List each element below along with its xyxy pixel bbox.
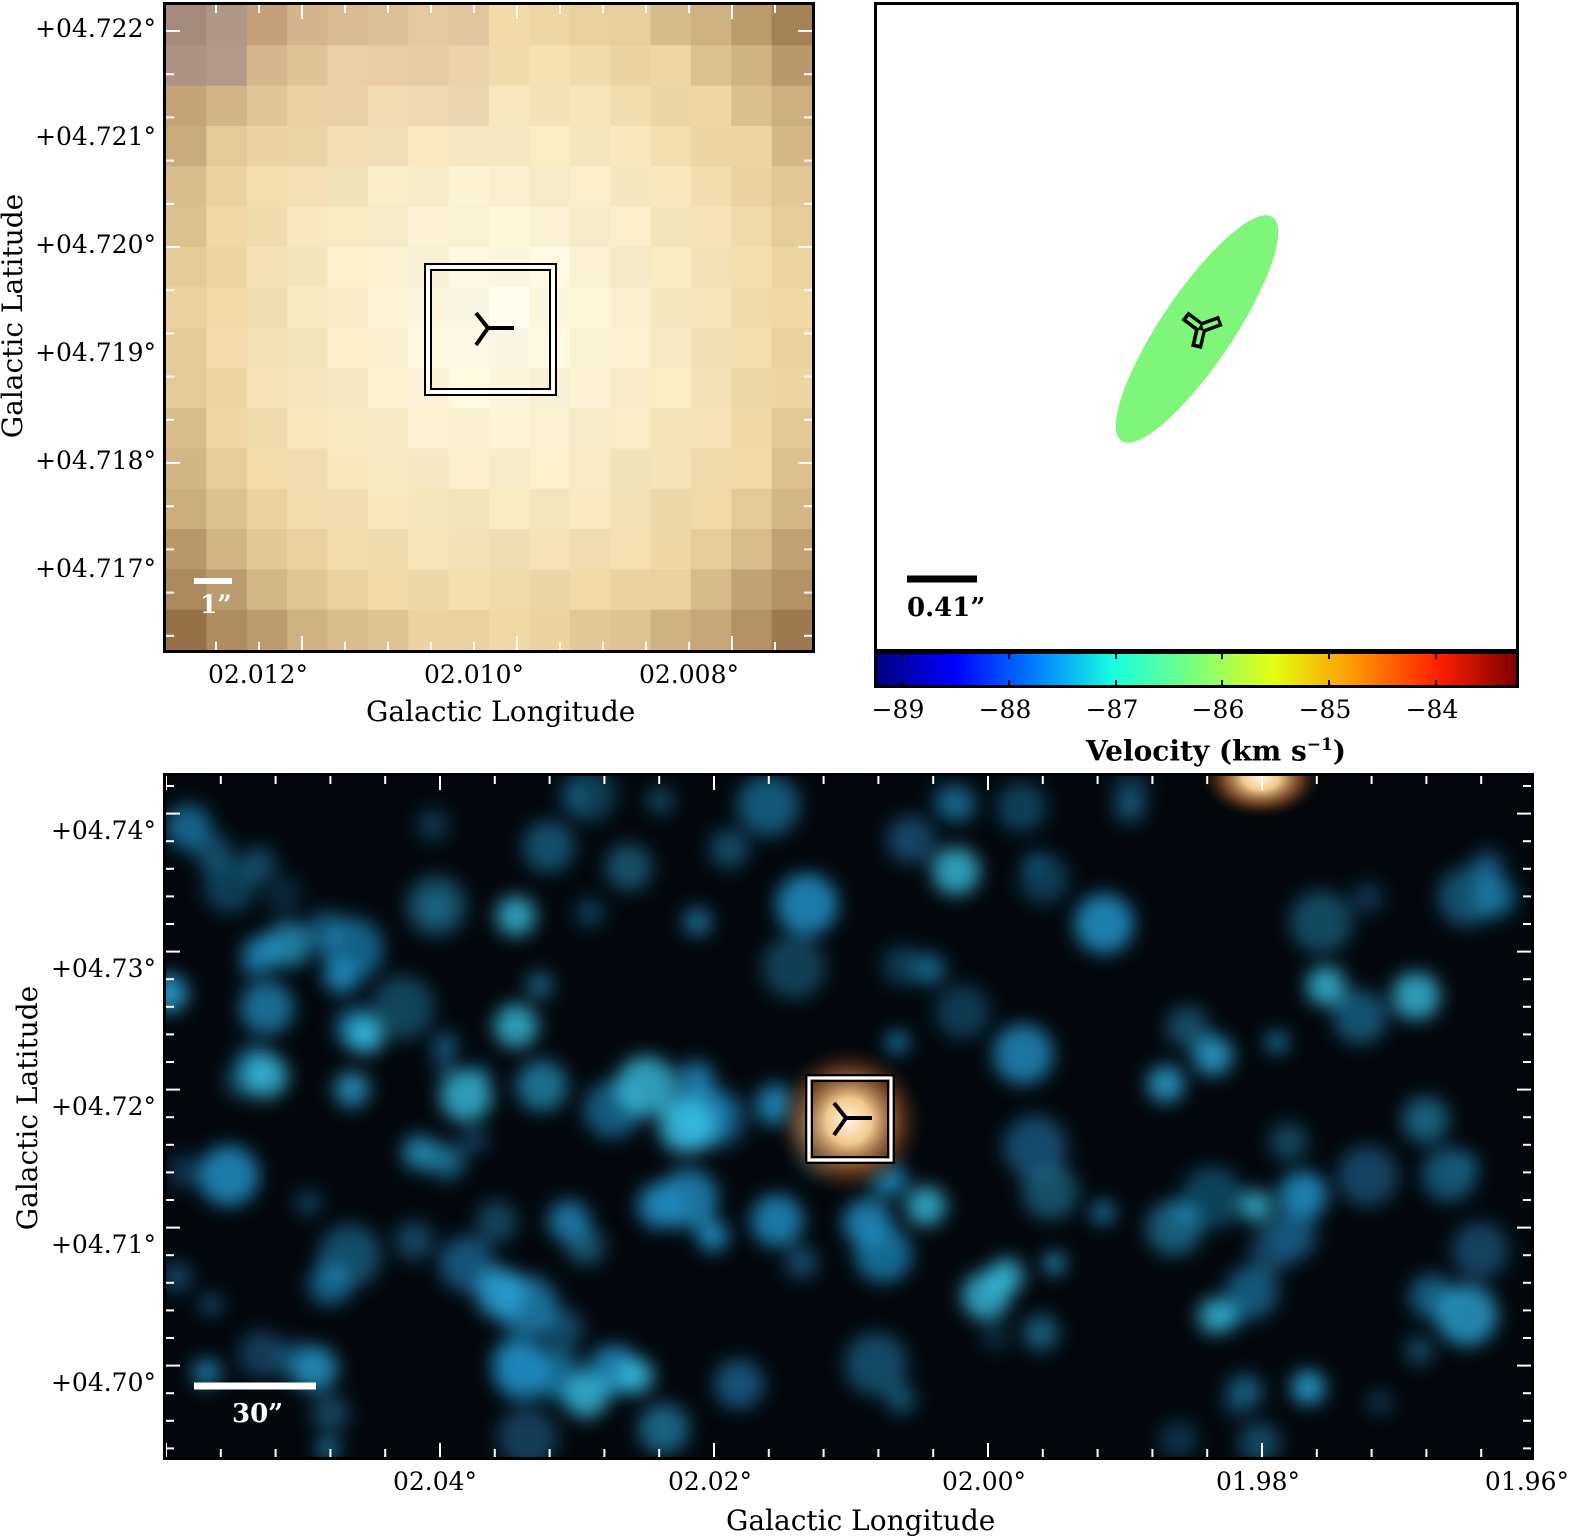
panel-c-field: 30”: [166, 776, 1531, 1457]
colorbar-tick-3: −86: [1191, 695, 1245, 724]
panel-a-y-tick-0: +04.722°: [35, 14, 156, 43]
panel-b-velocity-map: 0.41”: [874, 2, 1519, 652]
colorbar-tick-2: −87: [1085, 695, 1139, 724]
panel-a-x-tick-1: 02.010°: [424, 660, 524, 689]
panel-c-x-tick-4: 01.96°: [1484, 1467, 1569, 1496]
panel-c-x-tick-0: 02.04°: [392, 1467, 478, 1496]
colorbar-tick-1: −88: [978, 695, 1032, 724]
panel-c-ticks: [166, 776, 1531, 1457]
colorbar-tick-5: −84: [1405, 695, 1459, 724]
colorbar-title-text: Velocity (km s: [1086, 734, 1307, 768]
panel-b-scale-label: 0.41”: [907, 593, 986, 623]
panel-b-plot-area: [907, 215, 1279, 583]
panel-c-y-axis-title: Galactic Latitude: [11, 985, 44, 1231]
panel-a-pixel-grid: 1”: [166, 5, 812, 650]
panel-c-image: 30”: [163, 773, 1534, 1460]
panel-a-marker-icon: [474, 311, 514, 347]
panel-a-box-icon: [424, 263, 557, 396]
panel-c-x-tick-2: 02.00°: [941, 1467, 1027, 1496]
panel-a-y-tick-4: +04.718°: [35, 446, 156, 475]
colorbar-tick-0: −89: [871, 695, 925, 724]
panel-a-y-tick-1: +04.721°: [35, 122, 156, 151]
panel-c-y-tick-4: +04.70°: [50, 1368, 156, 1397]
colorbar-title: Velocity (km s−1): [1086, 737, 1346, 765]
panel-c-y-tick-2: +04.72°: [50, 1092, 156, 1121]
colorbar-title-end: ): [1332, 734, 1347, 768]
panel-a-y-axis-title: Galactic Latitude: [0, 193, 29, 439]
panel-a-scale-label: 1”: [200, 590, 232, 619]
panel-c-y-tick-1: +04.73°: [50, 954, 156, 983]
panel-c-x-tick-1: 02.02°: [667, 1467, 753, 1496]
panel-a-x-axis-title: Galactic Longitude: [366, 695, 636, 728]
panel-c-y-tick-3: +04.71°: [50, 1230, 156, 1259]
panel-c-y-tick-0: +04.74°: [50, 816, 156, 845]
colorbar-tick-4: −85: [1298, 695, 1352, 724]
panel-c-scale-label: 30”: [232, 1399, 283, 1429]
top-source-glow: [1201, 776, 1321, 818]
panel-c-x-axis-title: Galactic Longitude: [726, 1504, 996, 1537]
panel-a-x-tick-0: 02.012°: [208, 660, 308, 689]
field-stars: [166, 776, 1516, 1457]
colorbar-title-sup: −1: [1306, 735, 1333, 755]
panel-a-y-tick-2: +04.720°: [35, 230, 156, 259]
pixel-cells: [166, 5, 812, 650]
panel-a-y-tick-3: +04.719°: [35, 338, 156, 367]
panel-a-ticks: [166, 5, 812, 650]
panel-c-x-tick-3: 01.98°: [1215, 1467, 1301, 1496]
panel-a-y-tick-5: +04.717°: [35, 554, 156, 583]
panel-a-x-tick-2: 02.008°: [639, 660, 739, 689]
panel-c-marker-icon: [832, 1101, 872, 1137]
panel-a-image: 1”: [163, 2, 815, 653]
central-source-glow: [774, 1046, 924, 1196]
velocity-colorbar: [874, 651, 1519, 688]
panel-c-box-icon: [805, 1074, 895, 1164]
